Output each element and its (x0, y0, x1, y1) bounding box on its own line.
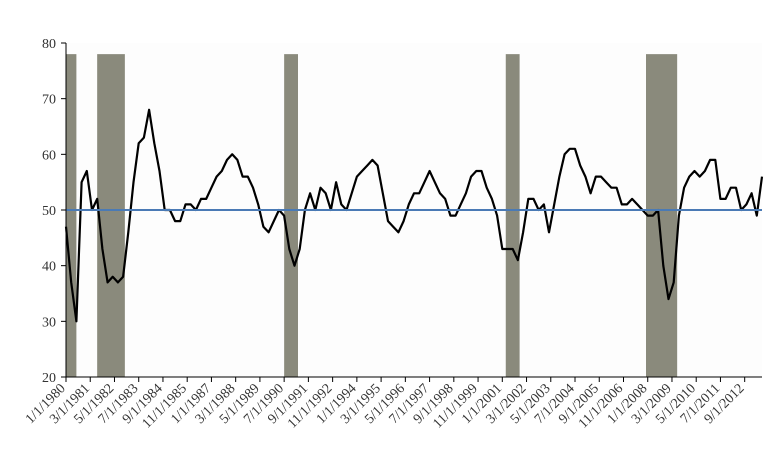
recession-band (284, 54, 298, 378)
recession-band (97, 54, 125, 378)
y-tick-label: 40 (42, 260, 56, 275)
data-line (64, 108, 764, 323)
y-tick-label: 70 (42, 93, 56, 108)
y-tick-label: 50 (42, 204, 56, 219)
y-tick-label: 80 (42, 37, 56, 52)
recession-band (66, 54, 77, 378)
recession-band (505, 54, 520, 378)
y-tick-label: 30 (42, 315, 56, 330)
y-tick-label: 20 (42, 371, 56, 386)
y-tick-label: 60 (42, 148, 56, 163)
